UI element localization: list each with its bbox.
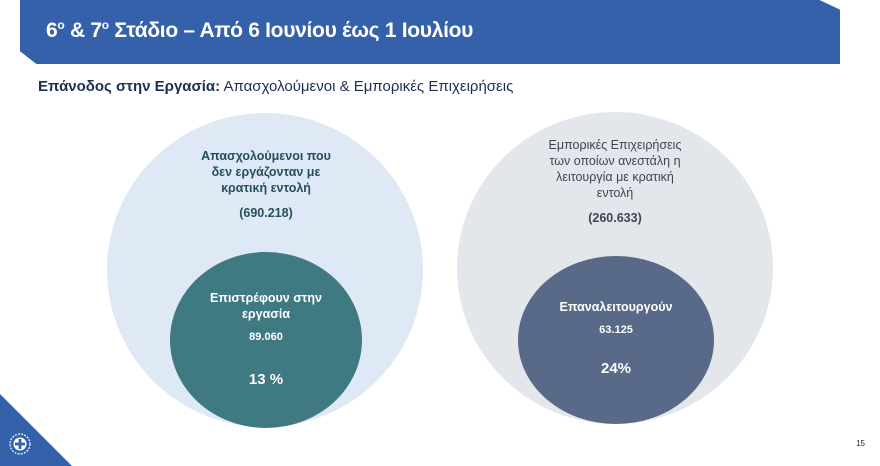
slide-subtitle: Επάνοδος στην Εργασία: Απασχολούμενοι & … xyxy=(38,78,514,95)
title-banner: 6ο & 7ο Στάδιο – Από 6 Ιουνίου έως 1 Ιου… xyxy=(20,0,840,64)
right-inner-value: 63.125 xyxy=(599,324,633,336)
corner-decoration xyxy=(0,394,72,466)
right-outer-value: (260.633) xyxy=(588,211,642,225)
left-inner-label: Επιστρέφουν στην εργασία xyxy=(210,291,322,321)
left-outer-label: Απασχολούμενοι που δεν εργάζονταν με κρατι… xyxy=(201,149,331,195)
left-inner-percent: 13 % xyxy=(248,371,284,388)
page-number: 15 xyxy=(856,439,865,448)
greek-emblem-icon xyxy=(9,433,31,455)
left-outer-value: (690.218) xyxy=(239,206,293,220)
slide-title: 6ο & 7ο Στάδιο – Από 6 Ιουνίου έως 1 Ιου… xyxy=(46,18,474,42)
right-inner-label: Επαναλειτουργούν xyxy=(559,300,673,314)
left-inner-value: 89.060 xyxy=(249,331,283,343)
right-inner-percent: 24% xyxy=(600,360,632,377)
left-inner-circle xyxy=(170,252,362,428)
right-outer-label: Εμπορικές Επιχειρήσεις των οποίων ανεστάλ… xyxy=(548,138,682,200)
right-inner-circle xyxy=(518,256,714,424)
